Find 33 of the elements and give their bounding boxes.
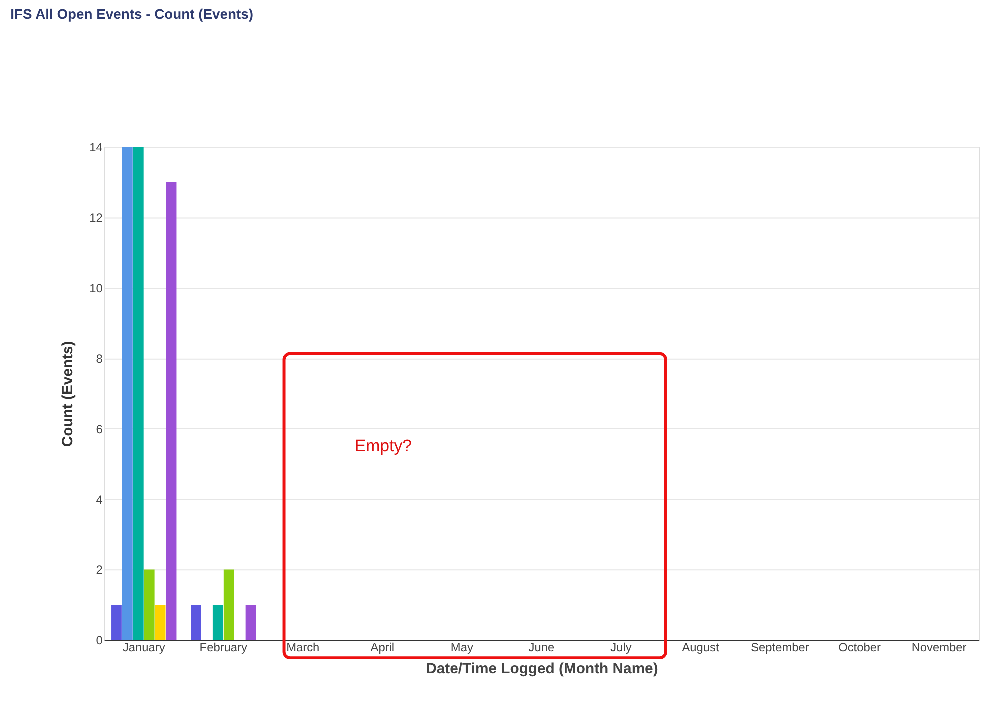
y-tick-label: 8 (96, 352, 104, 366)
bar (133, 147, 144, 640)
y-tick-label: 0 (96, 634, 104, 648)
y-tick-label: 6 (96, 422, 104, 436)
y-tick-label: 14 (90, 140, 104, 155)
y-axis-title: Count (Events) (60, 341, 77, 448)
chart-title: IFS All Open Events - Count (Events) (10, 6, 254, 22)
annotation: Empty? (354, 436, 412, 456)
y-tick-label: 4 (96, 492, 104, 507)
y-tick-label: 2 (96, 563, 104, 578)
bar (144, 570, 155, 640)
bar (191, 604, 202, 640)
bar (224, 570, 234, 640)
bar (166, 182, 177, 640)
x-tick-label: September (751, 640, 810, 655)
x-tick-label: January (122, 640, 166, 655)
x-axis-title: Date/Time Logged (Month Name) (426, 661, 658, 678)
bar (246, 604, 256, 640)
y-tick-label: 10 (90, 282, 104, 296)
bar (155, 604, 166, 640)
bar (122, 147, 133, 640)
x-tick-label: June (528, 640, 555, 655)
x-tick-label: April (370, 640, 395, 655)
x-tick-label: July (610, 640, 632, 655)
x-tick-label: November (912, 640, 967, 655)
bar (112, 604, 122, 640)
y-tick-label: 12 (90, 211, 104, 226)
x-tick-label: February (200, 640, 248, 655)
x-tick-label: August (682, 640, 720, 655)
x-tick-label: March (286, 640, 320, 655)
bar (212, 604, 224, 640)
x-tick-label: May (450, 640, 474, 655)
x-tick-label: October (838, 640, 881, 655)
